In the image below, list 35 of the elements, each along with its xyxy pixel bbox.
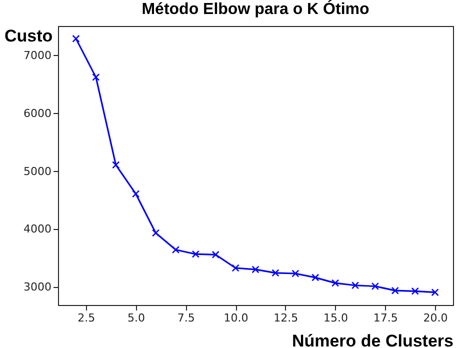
x-tick-label: 2.5 — [78, 312, 96, 324]
point — [411, 287, 419, 295]
point — [132, 190, 140, 198]
chart-title: Método Elbow para o K Ótimo — [142, 0, 370, 18]
point — [272, 269, 280, 277]
x-tick-label: 7.5 — [177, 312, 195, 324]
y-tick-label: 4000 — [24, 222, 52, 236]
point — [292, 270, 300, 278]
y-tick-label: 3000 — [24, 280, 52, 294]
point — [92, 73, 100, 82]
point — [192, 250, 200, 258]
point — [172, 246, 180, 254]
point — [351, 282, 360, 290]
x-tick-label: 20.0 — [423, 312, 448, 324]
x-tick-label: 17.5 — [373, 312, 398, 324]
x-tick-label: 12.5 — [274, 312, 298, 324]
point — [371, 282, 380, 290]
point — [431, 288, 439, 296]
x-tick-label: 10.0 — [224, 312, 248, 324]
y-tick-label: 5000 — [24, 164, 52, 178]
point — [331, 279, 340, 287]
point — [112, 161, 120, 169]
point — [212, 250, 220, 258]
point — [152, 229, 160, 237]
point — [72, 34, 80, 42]
y-tick-label: 6000 — [24, 106, 52, 120]
point — [312, 274, 320, 282]
x-axis-title: Número de Clusters — [292, 332, 454, 348]
point — [391, 286, 399, 294]
y-axis-title: Custo — [4, 26, 53, 46]
point — [252, 266, 260, 274]
y-tick-label: 7000 — [24, 48, 52, 62]
point — [232, 264, 240, 272]
x-tick-label: 15.0 — [324, 312, 348, 324]
x-tick-label: 5.0 — [128, 312, 146, 324]
